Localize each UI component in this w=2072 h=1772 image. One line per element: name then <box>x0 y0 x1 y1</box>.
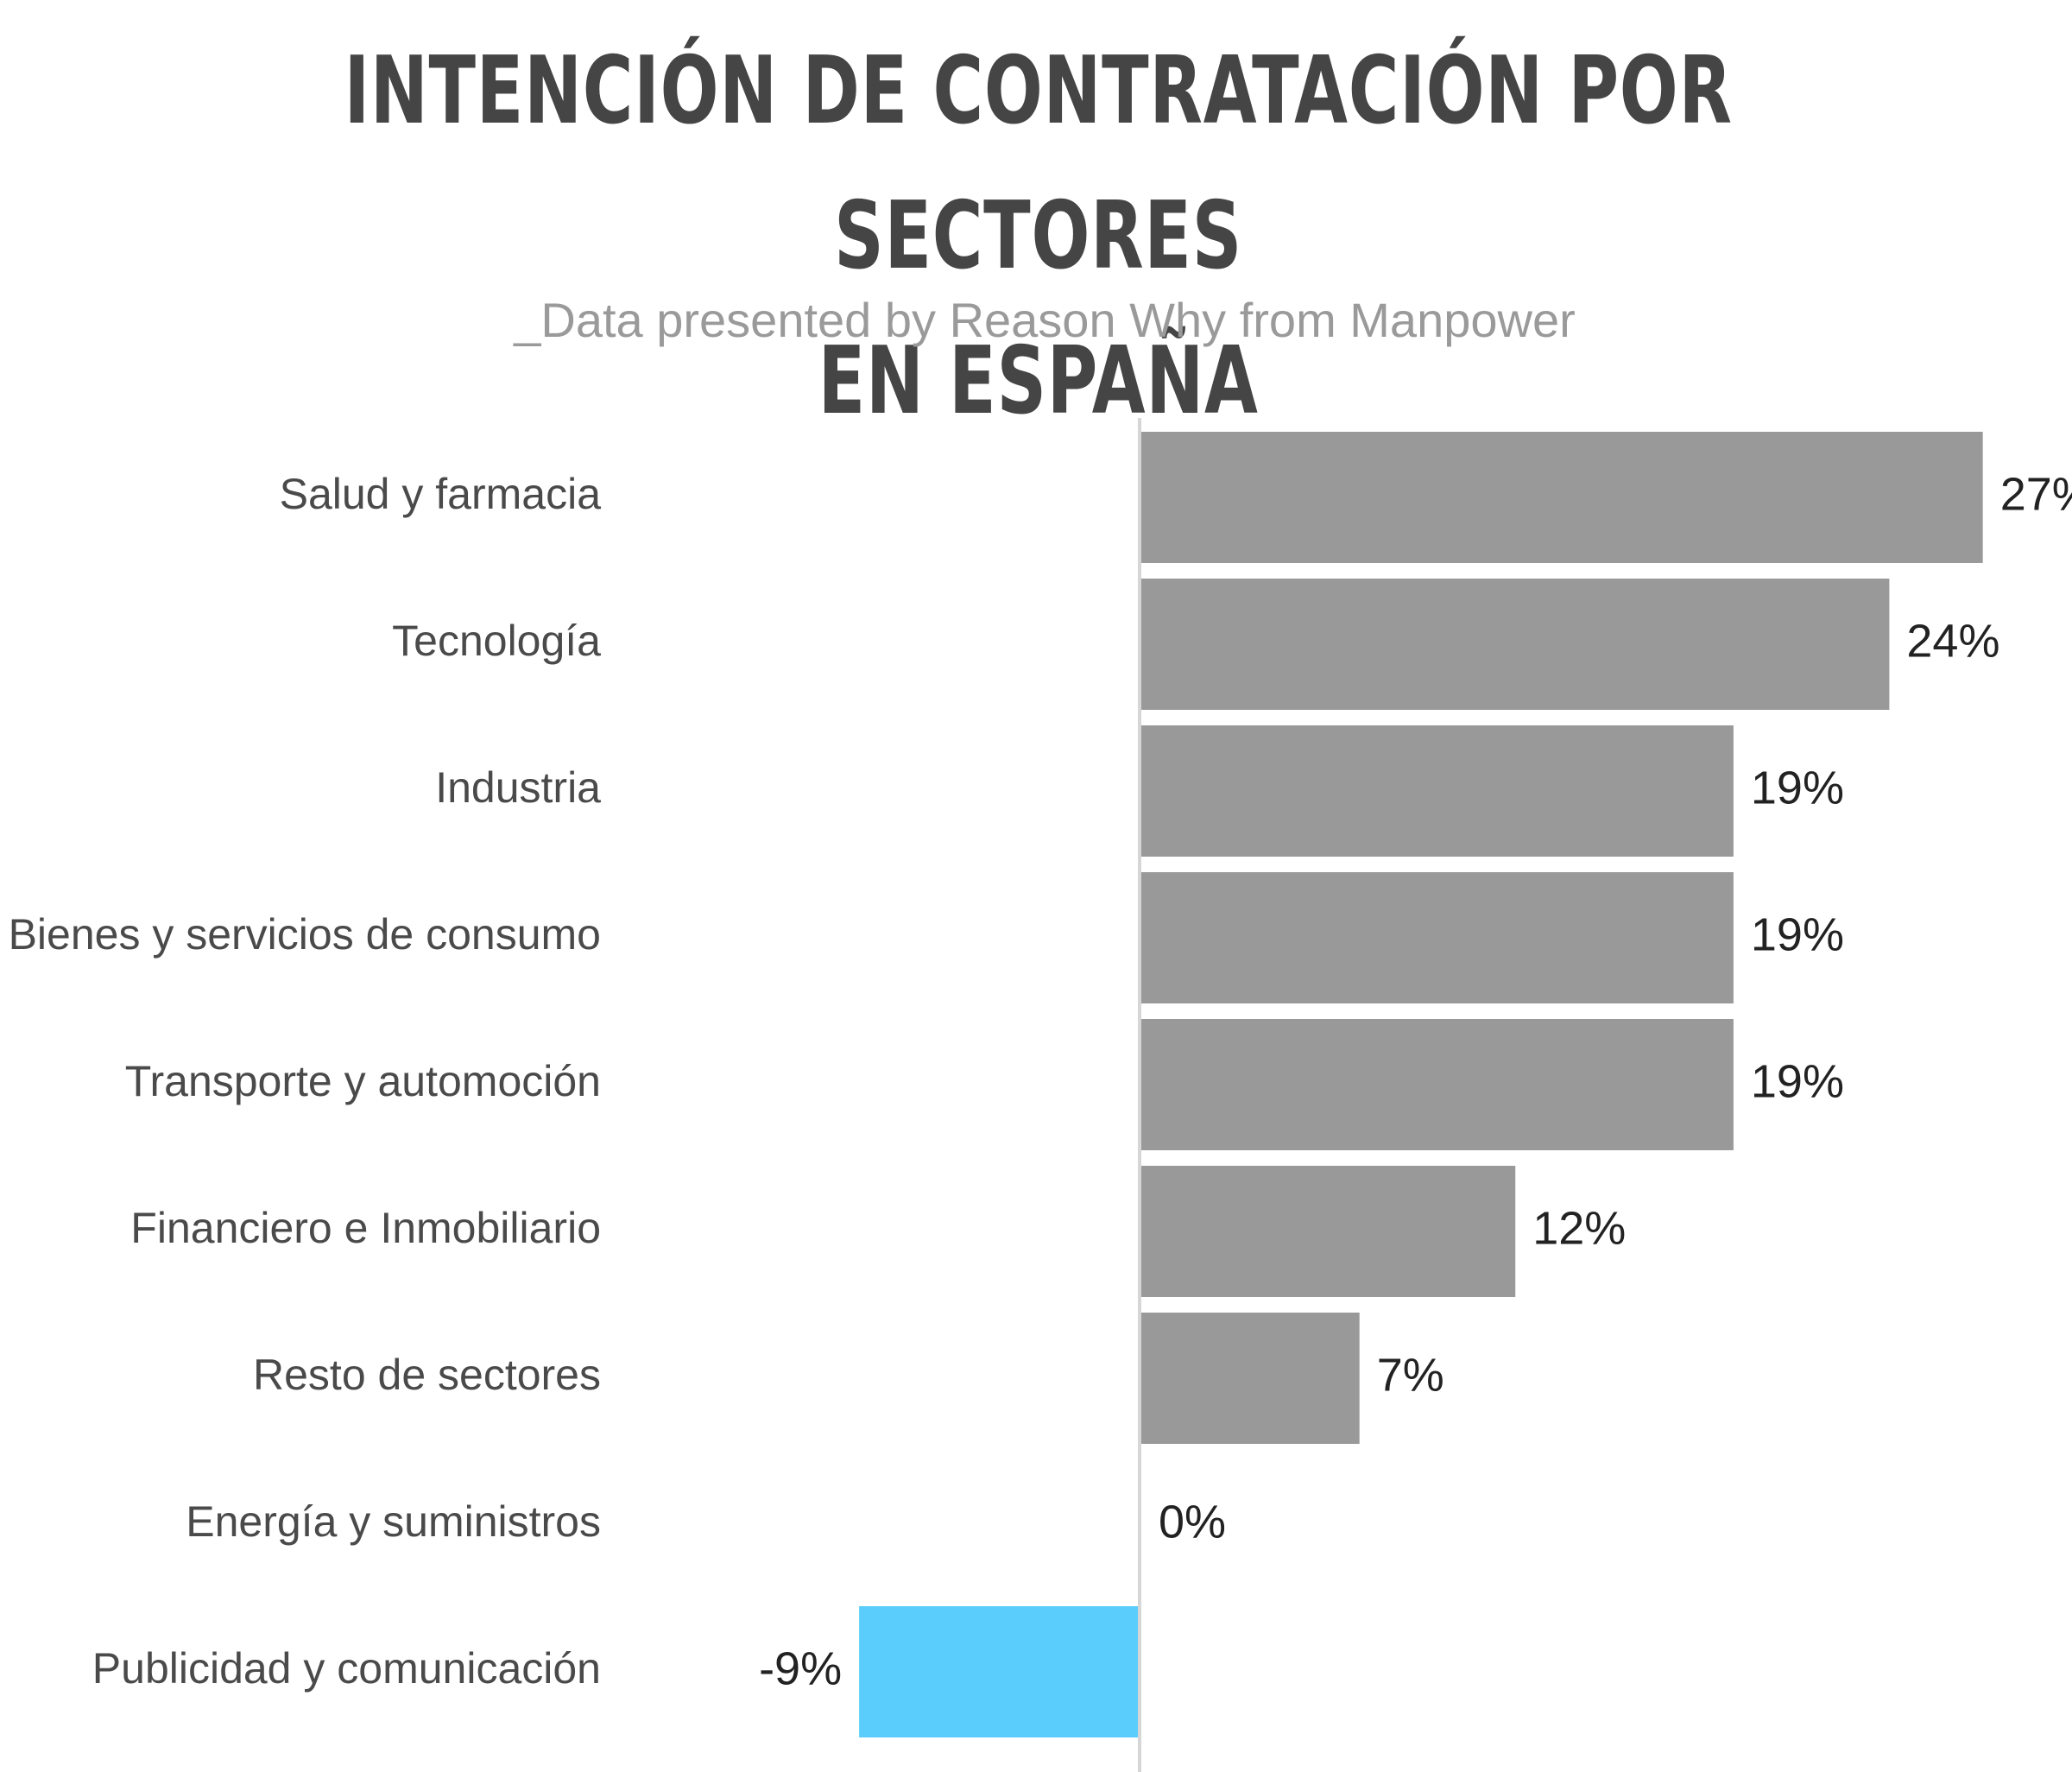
value-label: 19% <box>1751 1055 1844 1107</box>
value-label: 19% <box>1751 908 1844 960</box>
bar <box>1141 579 1890 710</box>
value-label: 12% <box>1532 1202 1626 1254</box>
category-label: Industria <box>435 763 601 812</box>
value-label: 19% <box>1751 762 1844 813</box>
chart-title-line-1: INTENCIÓN DE CONTRATACIÓN POR SECTORES <box>344 37 1733 290</box>
category-label: Resto de sectores <box>253 1351 601 1399</box>
bar <box>1141 872 1734 1003</box>
title-block: INTENCIÓN DE CONTRATACIÓN POR SECTORES E… <box>0 0 2072 454</box>
category-label: Tecnología <box>392 617 601 665</box>
category-label: Salud y farmacia <box>280 470 602 518</box>
bar <box>1141 1166 1516 1297</box>
value-label: 7% <box>1377 1349 1444 1401</box>
bar <box>1141 1019 1734 1150</box>
category-label: Financiero e Inmobiliario <box>130 1204 601 1252</box>
bar <box>1141 1313 1360 1444</box>
value-label: -9% <box>759 1642 842 1694</box>
chart-title-line-2: EN ESPAÑA <box>818 327 1259 435</box>
value-label: 24% <box>1906 615 1999 667</box>
bar <box>1141 725 1734 857</box>
bar <box>1141 432 1983 563</box>
chart-title: INTENCIÓN DE CONTRATACIÓN POR SECTORES E… <box>272 0 1805 454</box>
category-label: Transporte y automoción <box>125 1057 601 1105</box>
category-label: Energía y suministros <box>186 1497 601 1546</box>
chart-subtitle: _Data presented by Reason Why from Manpo… <box>514 293 1576 347</box>
value-label: 27% <box>2000 468 2072 520</box>
category-label: Publicidad y comunicación <box>92 1644 601 1693</box>
category-label: Bienes y servicios de consumo <box>9 910 601 959</box>
bar <box>859 1606 1140 1737</box>
value-label: 0% <box>1159 1496 1226 1547</box>
